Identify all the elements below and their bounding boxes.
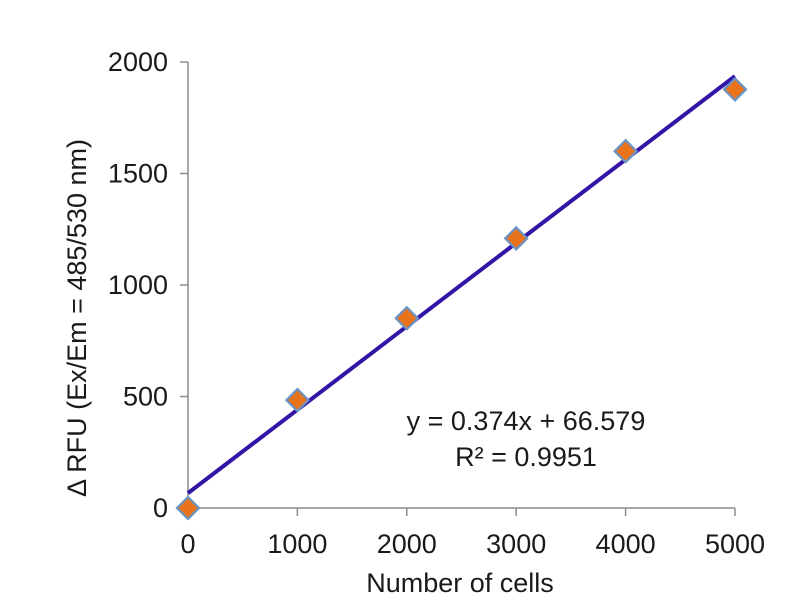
y-tick-label: 0: [153, 493, 168, 523]
x-tick-label: 0: [180, 529, 195, 559]
x-axis-title: Number of cells: [366, 568, 554, 598]
y-tick-label: 500: [123, 382, 168, 412]
x-tick-label: 3000: [486, 529, 546, 559]
trendline-equation: y = 0.374x + 66.579: [407, 406, 646, 436]
y-tick-label: 1000: [108, 270, 168, 300]
x-tick-label: 2000: [377, 529, 437, 559]
axes: [180, 61, 736, 516]
r-squared-label: R² = 0.9951: [455, 442, 597, 472]
x-tick-label: 1000: [267, 529, 327, 559]
x-tick-label: 5000: [705, 529, 765, 559]
data-point: [613, 138, 639, 164]
trendline: [186, 74, 737, 495]
data-point: [722, 76, 748, 102]
data-point: [175, 495, 201, 521]
data-point: [284, 387, 310, 413]
data-point: [394, 305, 420, 331]
y-axis-title: Δ RFU (Ex/Em = 485/530 nm): [62, 139, 92, 497]
trendline-group: [186, 74, 737, 495]
data-point: [503, 225, 529, 251]
x-tick-label: 4000: [596, 529, 656, 559]
y-tick-label: 1500: [108, 159, 168, 189]
data-points: [175, 76, 748, 521]
y-tick-label: 2000: [108, 47, 168, 77]
tick-labels: 0 500 1000 1500 2000 0 1000 2000 3000 4000 5000: [108, 47, 765, 559]
